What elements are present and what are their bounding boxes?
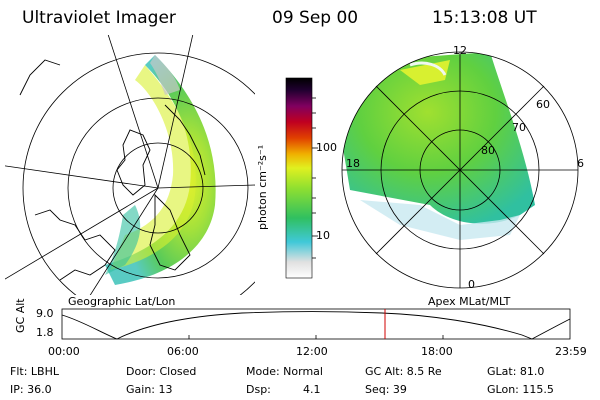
- colorbar-tick-100: 100: [316, 141, 337, 154]
- mode-info: Mode: Normal: [246, 365, 323, 378]
- time-tick-1200: 12:00: [296, 345, 328, 358]
- instrument-title: Ultraviolet Imager: [22, 8, 176, 28]
- time-label: 15:13:08 UT: [432, 8, 537, 28]
- colorbar: [285, 77, 318, 279]
- door-info: Door: Closed: [126, 365, 197, 378]
- time-tick-0600: 06:00: [167, 345, 199, 358]
- apex-label: Apex MLat/MLT: [428, 295, 511, 308]
- altitude-ytick-low: 1.8: [36, 326, 54, 339]
- mlt-label-0: 0: [468, 278, 475, 291]
- colorbar-label: photon cm⁻²s⁻¹: [256, 144, 269, 230]
- magnetic-polar-plot: [341, 51, 579, 289]
- mlt-label-6: 6: [577, 157, 584, 170]
- mlt-label-18: 18: [346, 157, 360, 170]
- time-tick-2359: 23:59: [555, 345, 587, 358]
- gain-info: Gain: 13: [126, 383, 173, 396]
- altitude-ylabel: GC Alt: [14, 298, 27, 333]
- aurora-oval: [342, 52, 535, 224]
- altitude-ytick-high: 9.0: [36, 307, 54, 320]
- altitude-plot: [61, 308, 571, 340]
- glon-info: GLon: 115.5: [487, 383, 554, 396]
- gc-alt-info: GC Alt: 8.5 Re: [365, 365, 442, 378]
- ip-info: IP: 36.0: [10, 383, 52, 396]
- mlt-label-12: 12: [453, 44, 467, 57]
- geographic-map: [5, 35, 255, 295]
- mlat-label-70: 70: [512, 121, 526, 134]
- mlat-label-60: 60: [536, 98, 550, 111]
- aurora-emission: [105, 55, 216, 285]
- colorbar-tick-10: 10: [316, 229, 330, 242]
- mlat-label-80: 80: [481, 144, 495, 157]
- geographic-label: Geographic Lat/Lon: [68, 295, 176, 308]
- dsp-value: 4.1: [303, 383, 321, 396]
- dsp-label: Dsp:: [246, 383, 271, 396]
- altitude-curve: [61, 311, 571, 340]
- glat-info: GLat: 81.0: [487, 365, 545, 378]
- seq-info: Seq: 39: [365, 383, 407, 396]
- time-tick-0000: 00:00: [48, 345, 80, 358]
- filter-info: Flt: LBHL: [10, 365, 59, 378]
- time-tick-1800: 18:00: [421, 345, 453, 358]
- colorbar-gradient: [285, 77, 313, 279]
- date-label: 09 Sep 00: [272, 8, 359, 28]
